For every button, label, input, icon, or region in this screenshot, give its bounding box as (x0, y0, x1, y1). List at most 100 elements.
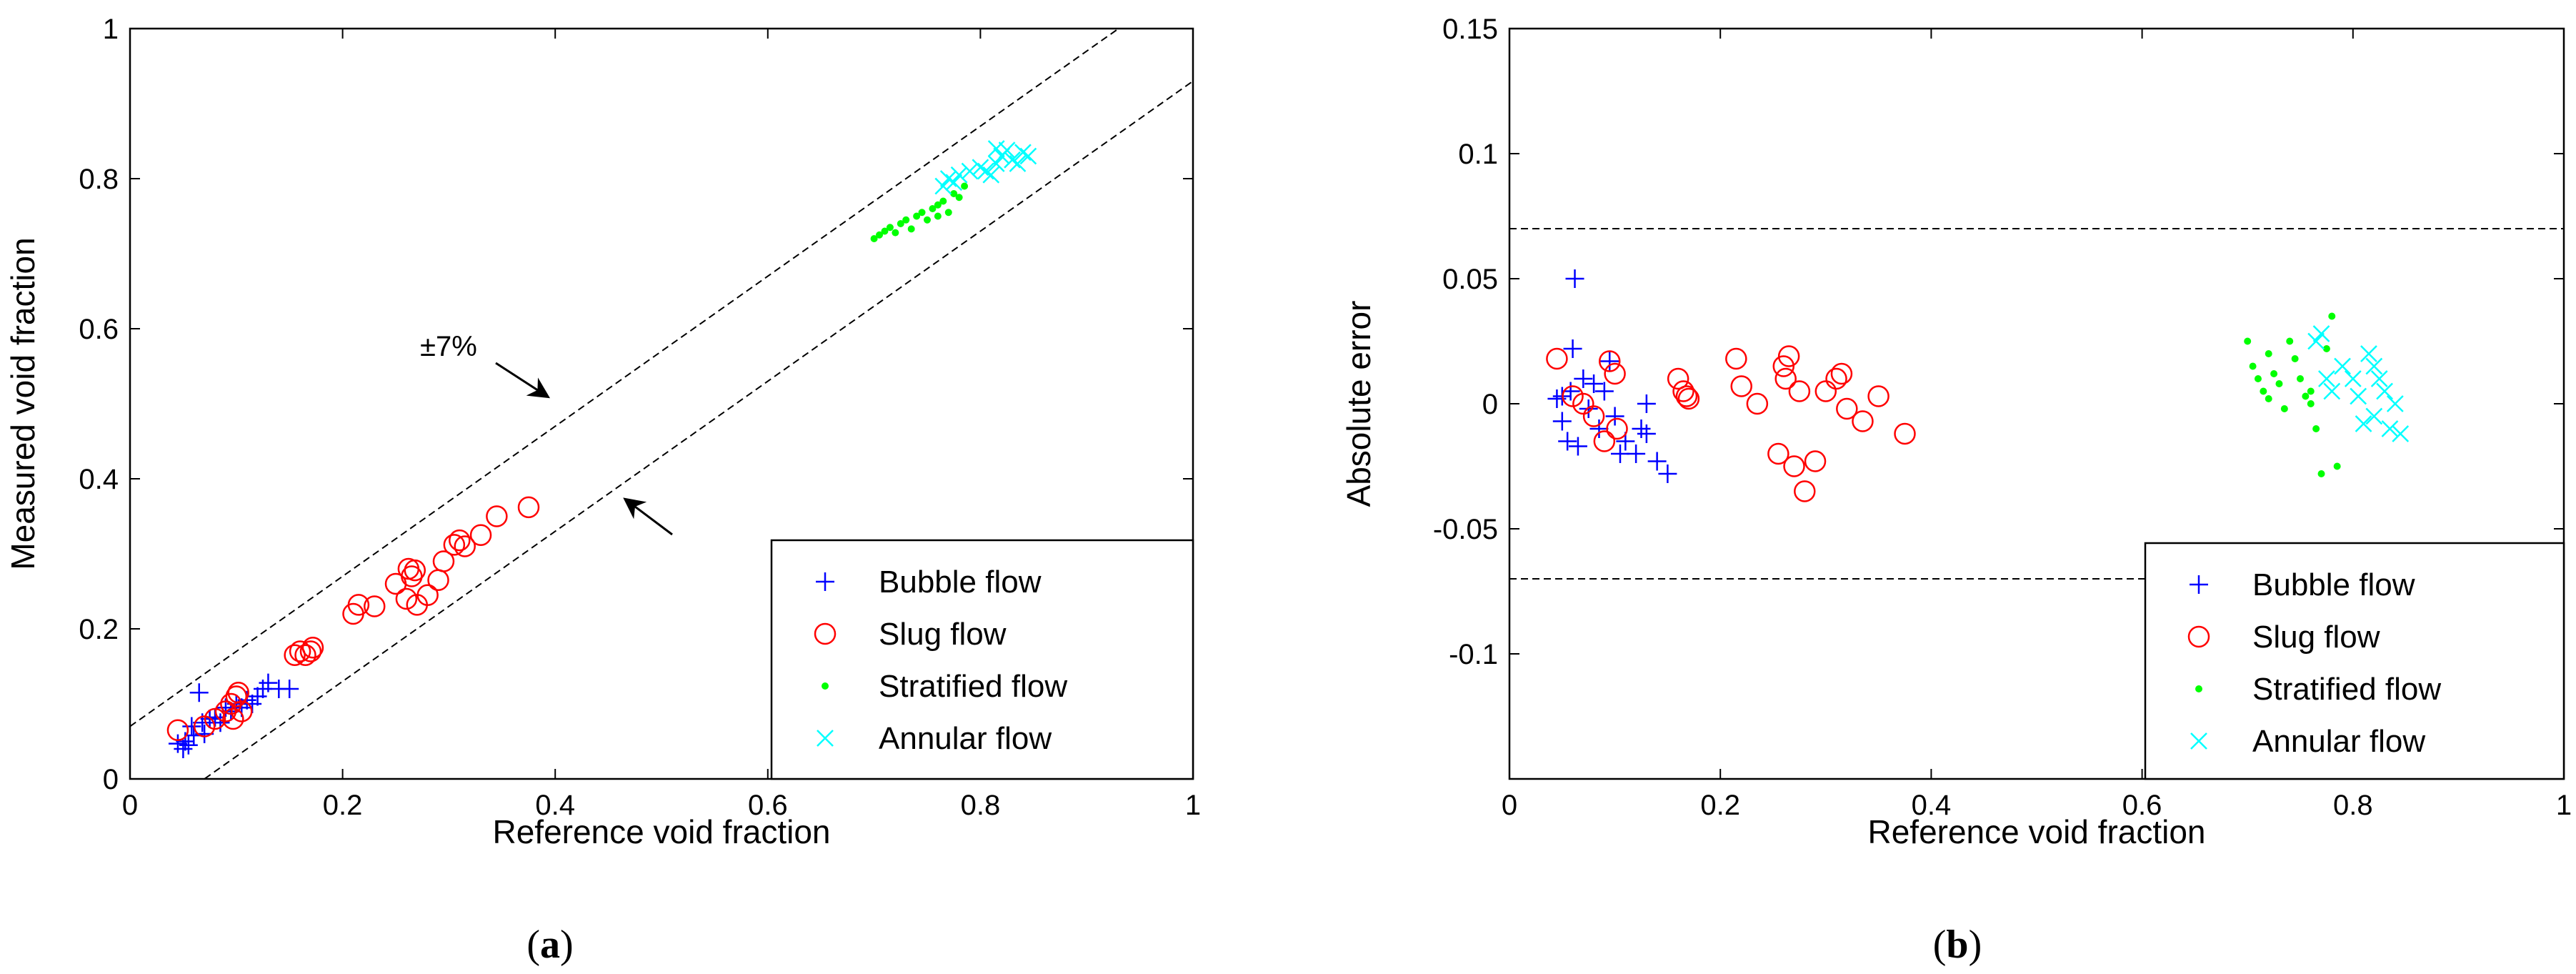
data-point (1610, 444, 1629, 463)
y-tick-label: 0.6 (79, 314, 119, 345)
data-point (924, 216, 931, 224)
y-tick-label: 0 (103, 764, 119, 795)
data-point (189, 683, 209, 702)
data-point (2318, 370, 2335, 387)
data-point (907, 225, 915, 233)
data-point (166, 719, 189, 741)
data-point (929, 205, 937, 212)
data-point (230, 700, 253, 722)
data-point (204, 707, 226, 730)
data-point (1675, 385, 1698, 407)
data-point (918, 209, 926, 217)
data-point (1584, 374, 1604, 393)
data-point (259, 673, 278, 692)
panel-label-a-letter: a (540, 923, 560, 967)
data-point (1598, 350, 1621, 372)
data-point (1627, 444, 1646, 463)
data-point (950, 166, 968, 184)
legend-marker (814, 622, 837, 645)
data-point (2275, 380, 2283, 387)
data-point (2249, 362, 2257, 370)
data-point (222, 707, 244, 730)
data-point (2328, 312, 2336, 320)
data-point (2307, 400, 2315, 407)
data-point (2270, 370, 2278, 377)
data-point (1563, 339, 1582, 358)
chart-panel-a: 0 0.2 0.4 0.6 0.8 1 0 0.2 0.4 0.6 0.8 1 Reference v… (4, 14, 1201, 967)
legend-label: Stratified flow (879, 669, 1067, 704)
y-tick-label: 0.8 (79, 164, 119, 195)
data-point (220, 692, 242, 715)
legend-marker (2195, 685, 2202, 692)
data-point (897, 220, 904, 227)
data-point (2350, 387, 2367, 405)
data-point (2323, 382, 2341, 400)
data-point (2370, 370, 2388, 387)
panel-label-b-letter: b (1946, 923, 1968, 967)
legend-label: Slug flow (879, 617, 1007, 652)
series-annular-flow (2307, 325, 2410, 442)
y-tick-label: 1 (103, 14, 119, 45)
data-point (1804, 450, 1827, 472)
data-point (395, 587, 418, 610)
series-annular-flow (934, 140, 1037, 195)
x-tick-label: 0 (1502, 790, 1517, 821)
data-point (404, 559, 426, 582)
data-point (1730, 375, 1752, 397)
data-point (1558, 432, 1577, 451)
data-point (416, 584, 439, 606)
data-point (2307, 332, 2325, 350)
series-stratified-flow (870, 182, 969, 242)
data-point (2344, 370, 2362, 387)
data-point (998, 141, 1016, 159)
data-point (944, 209, 952, 217)
data-point (2381, 420, 2399, 437)
data-point (913, 212, 921, 220)
data-point (1836, 397, 1858, 420)
data-point (2312, 425, 2320, 432)
panel-label-a: (a) (526, 923, 573, 967)
data-point (2360, 345, 2377, 362)
data-point (1637, 394, 1656, 413)
data-point (2392, 425, 2410, 442)
y-axis-label-b: Absolute error (1340, 301, 1377, 507)
data-point (2312, 325, 2330, 342)
x-tick-label: 0 (122, 790, 138, 821)
data-point (1746, 392, 1769, 415)
data-point (902, 216, 910, 224)
x-tick-label: 0.4 (1912, 790, 1952, 821)
annotation-arrow-lower (623, 497, 673, 536)
data-point (193, 715, 216, 737)
y-tick-label: 0 (1482, 389, 1498, 420)
data-point (1794, 480, 1816, 502)
series-slug-flow (1546, 345, 1916, 502)
x-tick-label: 0.4 (535, 790, 575, 821)
data-point (1667, 367, 1689, 390)
annotation-label: ±7% (420, 331, 477, 362)
data-point (2333, 462, 2341, 470)
x-tick-label: 1 (2556, 790, 2572, 821)
series-stratified-flow (2244, 312, 2341, 477)
data-point (2254, 375, 2262, 382)
data-point (469, 524, 492, 546)
data-point (301, 637, 324, 659)
data-point (1777, 345, 1800, 367)
data-point (961, 182, 969, 190)
data-point (1725, 347, 1747, 370)
data-point (289, 640, 311, 662)
data-point (486, 505, 508, 527)
data-point (1546, 347, 1568, 370)
data-point (347, 594, 370, 616)
y-tick-label: -0.05 (1433, 514, 1498, 545)
data-point (2365, 357, 2383, 375)
data-point (1774, 367, 1797, 390)
x-tick-label: 0.8 (2333, 790, 2373, 821)
legend-marker (2190, 732, 2207, 750)
data-point (955, 194, 963, 202)
x-axis-label-b: Reference void fraction (1867, 813, 2205, 850)
data-point (1825, 367, 1847, 390)
legend-marker (2187, 625, 2210, 648)
data-point (934, 201, 942, 209)
data-point (214, 700, 237, 722)
data-point (987, 155, 1005, 172)
